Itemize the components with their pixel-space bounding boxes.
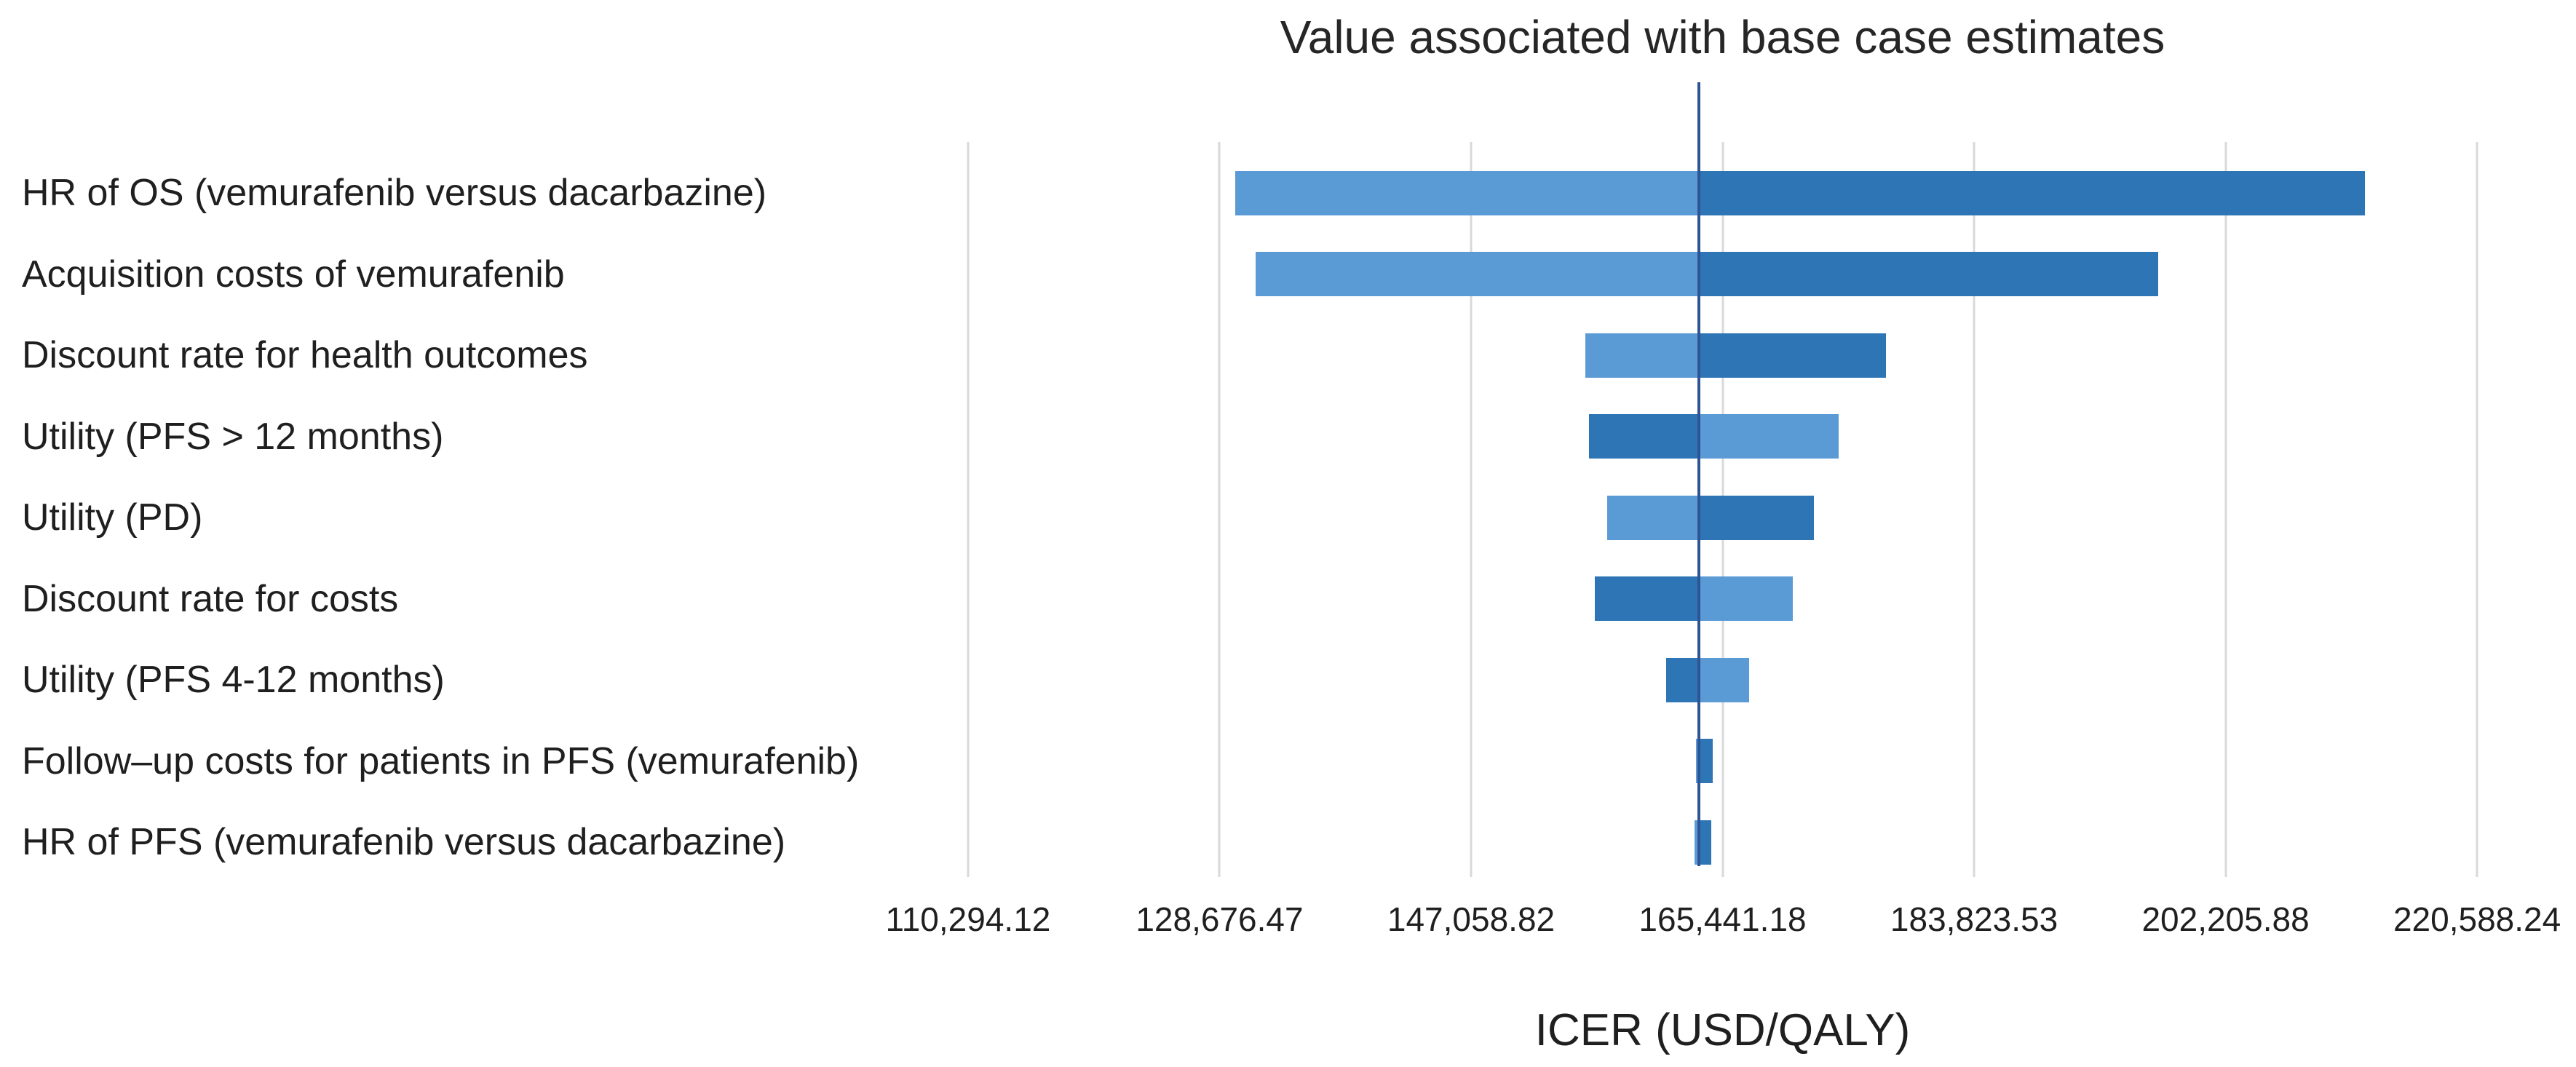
bar-high-segment: [1698, 333, 1887, 378]
bar-high-segment: [1698, 252, 2159, 297]
category-label: HR of PFS (vemurafenib versus dacarbazin…: [22, 821, 786, 864]
bar-high-segment: [1698, 657, 1750, 702]
bar-low-segment: [1594, 576, 1699, 622]
base-case-line: [1697, 82, 1700, 867]
bar-high-segment: [1698, 739, 1713, 784]
bar-high-segment: [1698, 820, 1711, 865]
category-label: Utility (PFS > 12 months): [22, 415, 444, 458]
category-label: Discount rate for health outcomes: [22, 334, 588, 377]
bar-low-segment: [1589, 414, 1699, 459]
x-axis-label: ICER (USD/QALY): [1534, 1005, 1911, 1055]
chart-title: Value associated with base case estimate…: [1280, 11, 2165, 63]
x-tick-label: 165,441.18: [1638, 900, 1807, 939]
gridline: [1470, 141, 1473, 878]
gridline: [2224, 141, 2227, 878]
category-label: HR of OS (vemurafenib versus dacarbazine…: [22, 172, 767, 215]
category-label: Acquisition costs of vemurafenib: [22, 253, 565, 295]
x-tick-label: 220,588.24: [2393, 900, 2561, 939]
bar-high-segment: [1698, 576, 1794, 622]
category-label: Discount rate for costs: [22, 577, 399, 620]
x-tick-label: 110,294.12: [885, 900, 1051, 939]
x-tick-label: 183,823.53: [1890, 900, 2058, 939]
gridline: [967, 141, 970, 878]
x-tick-label: 128,676.47: [1136, 900, 1304, 939]
x-tick-label: 147,058.82: [1387, 900, 1555, 939]
bar-low-segment: [1606, 495, 1699, 540]
bar-low-segment: [1255, 252, 1699, 297]
bar-low-segment: [1235, 170, 1699, 215]
bar-high-segment: [1698, 495, 1814, 540]
bar-low-segment: [1695, 820, 1699, 865]
gridline: [1218, 141, 1221, 878]
gridline: [1973, 141, 1975, 878]
bar-high-segment: [1698, 170, 2366, 215]
category-label: Utility (PFS 4-12 months): [22, 659, 445, 702]
category-label: Follow–up costs for patients in PFS (vem…: [22, 739, 860, 782]
bar-low-segment: [1585, 333, 1699, 378]
gridline: [2476, 141, 2478, 878]
bar-high-segment: [1698, 414, 1839, 459]
category-label: Utility (PD): [22, 496, 203, 539]
x-tick-label: 202,205.88: [2141, 900, 2310, 939]
bar-low-segment: [1665, 657, 1699, 702]
